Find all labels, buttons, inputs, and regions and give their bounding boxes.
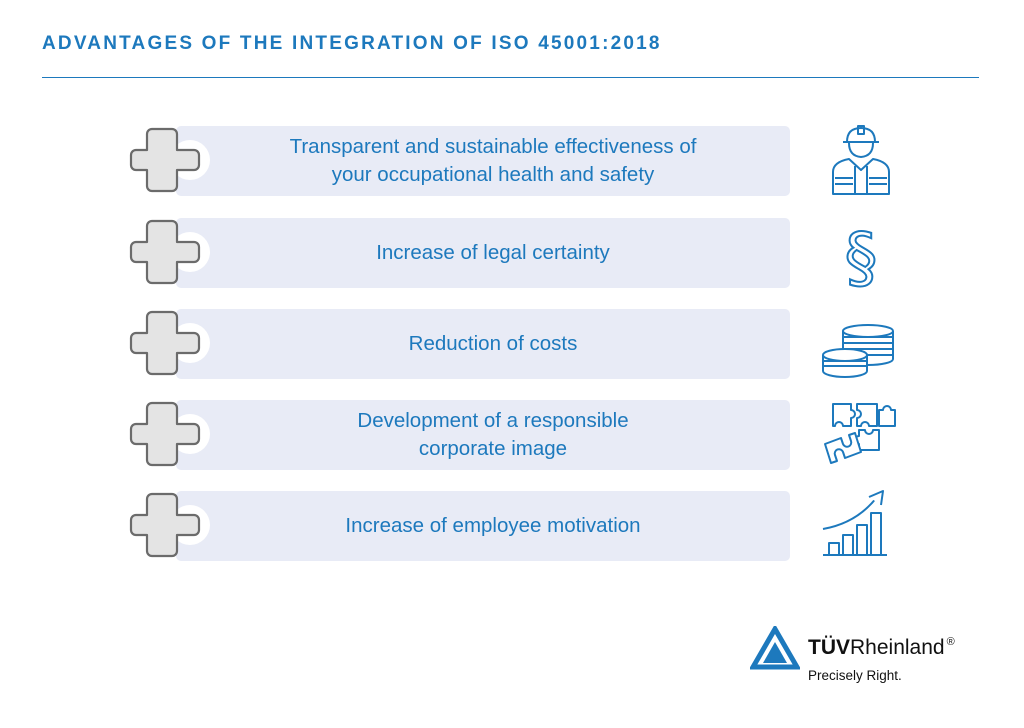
logo-brand-bold: TÜV (808, 636, 850, 659)
advantage-bar (176, 491, 790, 561)
advantage-bar (176, 400, 790, 470)
advantage-row: Reduction of costs (128, 309, 894, 381)
advantage-bar (176, 126, 790, 196)
logo-brand-regular: Rheinland (850, 636, 945, 659)
advantage-row: Development of a responsible corporate i… (128, 400, 896, 472)
advantage-text: Development of a responsible corporate i… (357, 409, 629, 460)
page-title: ADVANTAGES OF THE INTEGRATION OF ISO 450… (42, 33, 662, 54)
worker-helmet-vest-icon (821, 125, 901, 196)
logo-tagline: Precisely Right. (808, 668, 902, 683)
advantage-text: Increase of employee motivation (345, 514, 641, 537)
advantage-row: Increase of employee motivation (128, 490, 887, 563)
advantage-bar (176, 218, 790, 288)
rising-bar-chart-icon (821, 490, 901, 561)
logo-triangle-icon (750, 626, 800, 670)
advantage-text: Increase of legal certainty (376, 241, 610, 264)
plus-icon (129, 310, 210, 376)
advantage-row: Increase of legal certainty § (128, 218, 879, 297)
puzzle-pieces-icon (821, 400, 901, 470)
coin-stacks-icon (821, 309, 901, 379)
logo-wordmark: TÜVRheinland ® (808, 636, 955, 660)
paragraph-sign-icon: § (821, 218, 901, 297)
tuv-rheinland-logo: TÜVRheinland ® Precisely Right. (750, 626, 990, 696)
plus-icon (129, 127, 210, 193)
advantage-text: Transparent and sustainable effectivenes… (289, 135, 697, 186)
advantage-bar (176, 309, 790, 379)
advantage-text: Reduction of costs (408, 332, 578, 355)
title-divider (42, 77, 979, 78)
plus-icon (129, 401, 210, 467)
plus-icon (129, 492, 210, 558)
svg-text:§: § (845, 219, 878, 296)
plus-icon (129, 219, 210, 285)
advantage-row: Transparent and sustainable effectivenes… (128, 125, 890, 198)
registered-mark: ® (946, 636, 955, 648)
